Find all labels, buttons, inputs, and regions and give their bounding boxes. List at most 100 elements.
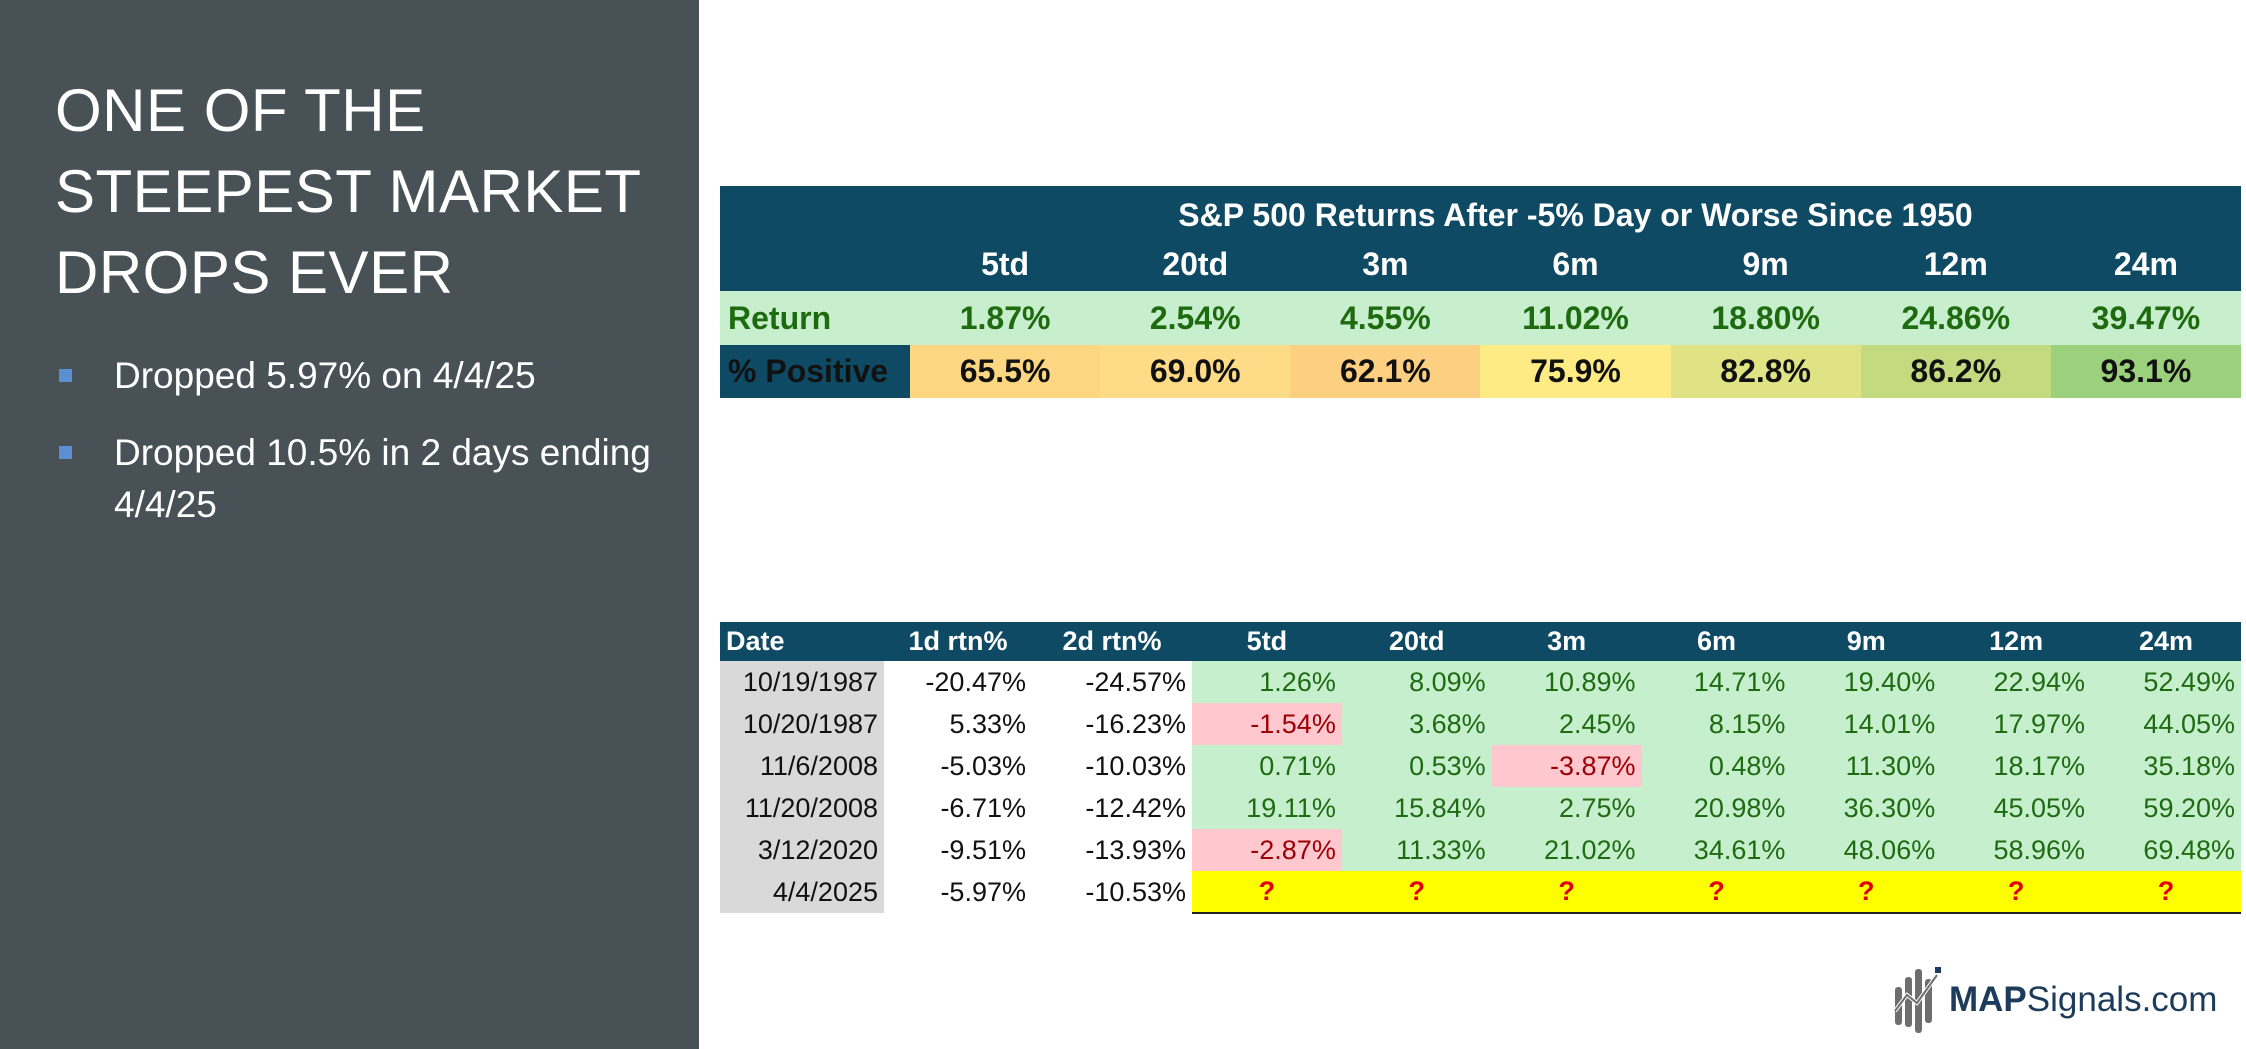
logo-text-rest: Signals.com — [2026, 980, 2218, 1019]
forward-return-cell: 45.05% — [1941, 787, 2092, 829]
one-day-return-cell: -20.47% — [925, 666, 1026, 697]
percent-positive-cell: 93.1% — [2050, 345, 2241, 398]
forward-return-cell: ? — [2091, 871, 2241, 914]
summary-table-title: S&P 500 Returns After -5% Day or Worse S… — [910, 186, 2241, 238]
two-day-return-cell: -24.57% — [1085, 666, 1186, 697]
forward-return-cell: 8.15% — [1641, 703, 1792, 745]
forward-return-cell: 18.17% — [1941, 745, 2092, 787]
column-header: 5td — [1192, 622, 1342, 661]
forward-return-cell: 44.05% — [2091, 703, 2241, 745]
forward-return-cell: 22.94% — [1941, 661, 2092, 703]
return-row: Return 1.87% 2.54% 4.55% 11.02% 18.80% 2… — [720, 291, 2241, 345]
forward-return-cell: ? — [1192, 871, 1342, 914]
forward-return-cell: 48.06% — [1791, 829, 1942, 871]
table-row: 11/6/2008 -5.03% -10.03% 0.71% 0.53% -3.87% 0.… — [720, 745, 2241, 787]
two-day-return-cell: -13.93% — [1085, 834, 1186, 865]
forward-return-cell: -1.54% — [1192, 703, 1342, 745]
one-day-return-cell: 5.33% — [949, 708, 1026, 739]
forward-return-cell: 19.40% — [1791, 661, 1942, 703]
forward-return-cell: 14.71% — [1641, 661, 1792, 703]
forward-return-cell: 20.98% — [1641, 787, 1792, 829]
column-header: 3m — [1290, 238, 1481, 291]
forward-return-cell: 0.71% — [1192, 745, 1342, 787]
column-header: 3m — [1491, 622, 1642, 661]
two-day-return-cell: -12.42% — [1085, 792, 1186, 823]
returns-summary-table: S&P 500 Returns After -5% Day or Worse S… — [720, 186, 2241, 398]
return-cell: 11.02% — [1480, 291, 1671, 345]
square-bullet-icon — [59, 446, 72, 459]
forward-return-cell: ? — [1641, 871, 1792, 914]
two-day-return-cell: -10.53% — [1085, 876, 1186, 907]
forward-return-cell: 15.84% — [1341, 787, 1492, 829]
percent-positive-cell: 69.0% — [1100, 345, 1291, 398]
table-row: 3/12/2020 -9.51% -13.93% -2.87% 11.33% 21.02%… — [720, 829, 2241, 871]
return-cell: 18.80% — [1670, 291, 1861, 345]
date-cell: 11/20/2008 — [720, 787, 884, 829]
table-row: 11/20/2008 -6.71% -12.42% 19.11% 15.84% 2.75%… — [720, 787, 2241, 829]
table-row: 4/4/2025 -5.97% -10.53%??????? — [720, 871, 2241, 914]
column-header: 6m — [1641, 622, 1792, 661]
column-header: 9m — [1670, 238, 1861, 291]
forward-return-cell: 1.26% — [1192, 661, 1342, 703]
percent-positive-cell: 75.9% — [1480, 345, 1671, 398]
forward-return-cell: ? — [1941, 871, 2092, 914]
column-header: 12m — [1860, 238, 2051, 291]
row-label: % Positive — [720, 345, 910, 398]
forward-return-cell: 58.96% — [1941, 829, 2092, 871]
historical-drops-table: Date 1d rtn% 2d rtn% 5td 20td 3m 6m 9m 12m 24m 10… — [720, 622, 2241, 914]
mapsignals-bars-icon — [1893, 967, 1941, 1033]
column-header: 20td — [1100, 238, 1291, 291]
forward-return-cell: 19.11% — [1192, 787, 1342, 829]
forward-return-cell: ? — [1491, 871, 1642, 914]
table-row: 10/19/1987 -20.47% -24.57% 1.26% 8.09% 10.89%… — [720, 661, 2241, 703]
forward-return-cell: 8.09% — [1341, 661, 1492, 703]
forward-return-cell: 2.45% — [1491, 703, 1642, 745]
percent-positive-cell: 86.2% — [1860, 345, 2051, 398]
forward-return-cell: 14.01% — [1791, 703, 1942, 745]
square-bullet-icon — [59, 369, 72, 382]
column-header: 1d rtn% — [884, 622, 1032, 661]
column-header: 12m — [1941, 622, 2092, 661]
percent-positive-cell: 62.1% — [1290, 345, 1481, 398]
left-panel: ONE OF THE STEEPEST MARKET DROPS EVER Dr… — [0, 0, 699, 1049]
bullet-text: Dropped 10.5% in 2 days ending 4/4/25 — [114, 432, 651, 525]
forward-return-cell: 59.20% — [2091, 787, 2241, 829]
date-cell: 3/12/2020 — [720, 829, 884, 871]
one-day-return-cell: -9.51% — [940, 834, 1026, 865]
percent-positive-cell: 65.5% — [910, 345, 1101, 398]
forward-return-cell: 34.61% — [1641, 829, 1792, 871]
forward-return-cell: ? — [1791, 871, 1942, 914]
column-header: 2d rtn% — [1032, 622, 1192, 661]
forward-return-cell: -2.87% — [1192, 829, 1342, 871]
logo-text: MAPSignals.com — [1949, 980, 2217, 1020]
forward-return-cell: 10.89% — [1491, 661, 1642, 703]
slide-title: ONE OF THE STEEPEST MARKET DROPS EVER — [55, 77, 641, 306]
forward-return-cell: 0.48% — [1641, 745, 1792, 787]
forward-return-cell: 35.18% — [2091, 745, 2241, 787]
forward-return-cell: 36.30% — [1791, 787, 1942, 829]
table-row: 10/20/1987 5.33% -16.23% -1.54% 3.68% 2.45% 8.… — [720, 703, 2241, 745]
forward-return-cell: ? — [1341, 871, 1492, 914]
forward-return-cell: 2.75% — [1491, 787, 1642, 829]
date-cell: 10/19/1987 — [720, 661, 884, 703]
forward-return-cell: 52.49% — [2091, 661, 2241, 703]
two-day-return-cell: -10.03% — [1085, 750, 1186, 781]
row-label: Return — [720, 291, 910, 345]
one-day-return-cell: -5.03% — [940, 750, 1026, 781]
column-header: 24m — [2091, 622, 2241, 661]
column-header: 9m — [1791, 622, 1942, 661]
column-header: 24m — [2050, 238, 2241, 291]
column-header: 6m — [1480, 238, 1671, 291]
column-header: Date — [720, 622, 884, 661]
return-cell: 4.55% — [1290, 291, 1481, 345]
forward-return-cell: 17.97% — [1941, 703, 2092, 745]
forward-return-cell: 11.30% — [1791, 745, 1942, 787]
two-day-return-cell: -16.23% — [1085, 708, 1186, 739]
percent-positive-row: % Positive 65.5% 69.0% 62.1% 75.9% 82.8%… — [720, 345, 2241, 398]
mapsignals-logo: MAPSignals.com — [1893, 963, 2233, 1038]
bullet-item: Dropped 10.5% in 2 days ending 4/4/25 — [57, 427, 677, 531]
date-cell: 4/4/2025 — [720, 871, 884, 913]
return-cell: 24.86% — [1860, 291, 2051, 345]
return-cell: 2.54% — [1100, 291, 1291, 345]
forward-return-cell: 21.02% — [1491, 829, 1642, 871]
